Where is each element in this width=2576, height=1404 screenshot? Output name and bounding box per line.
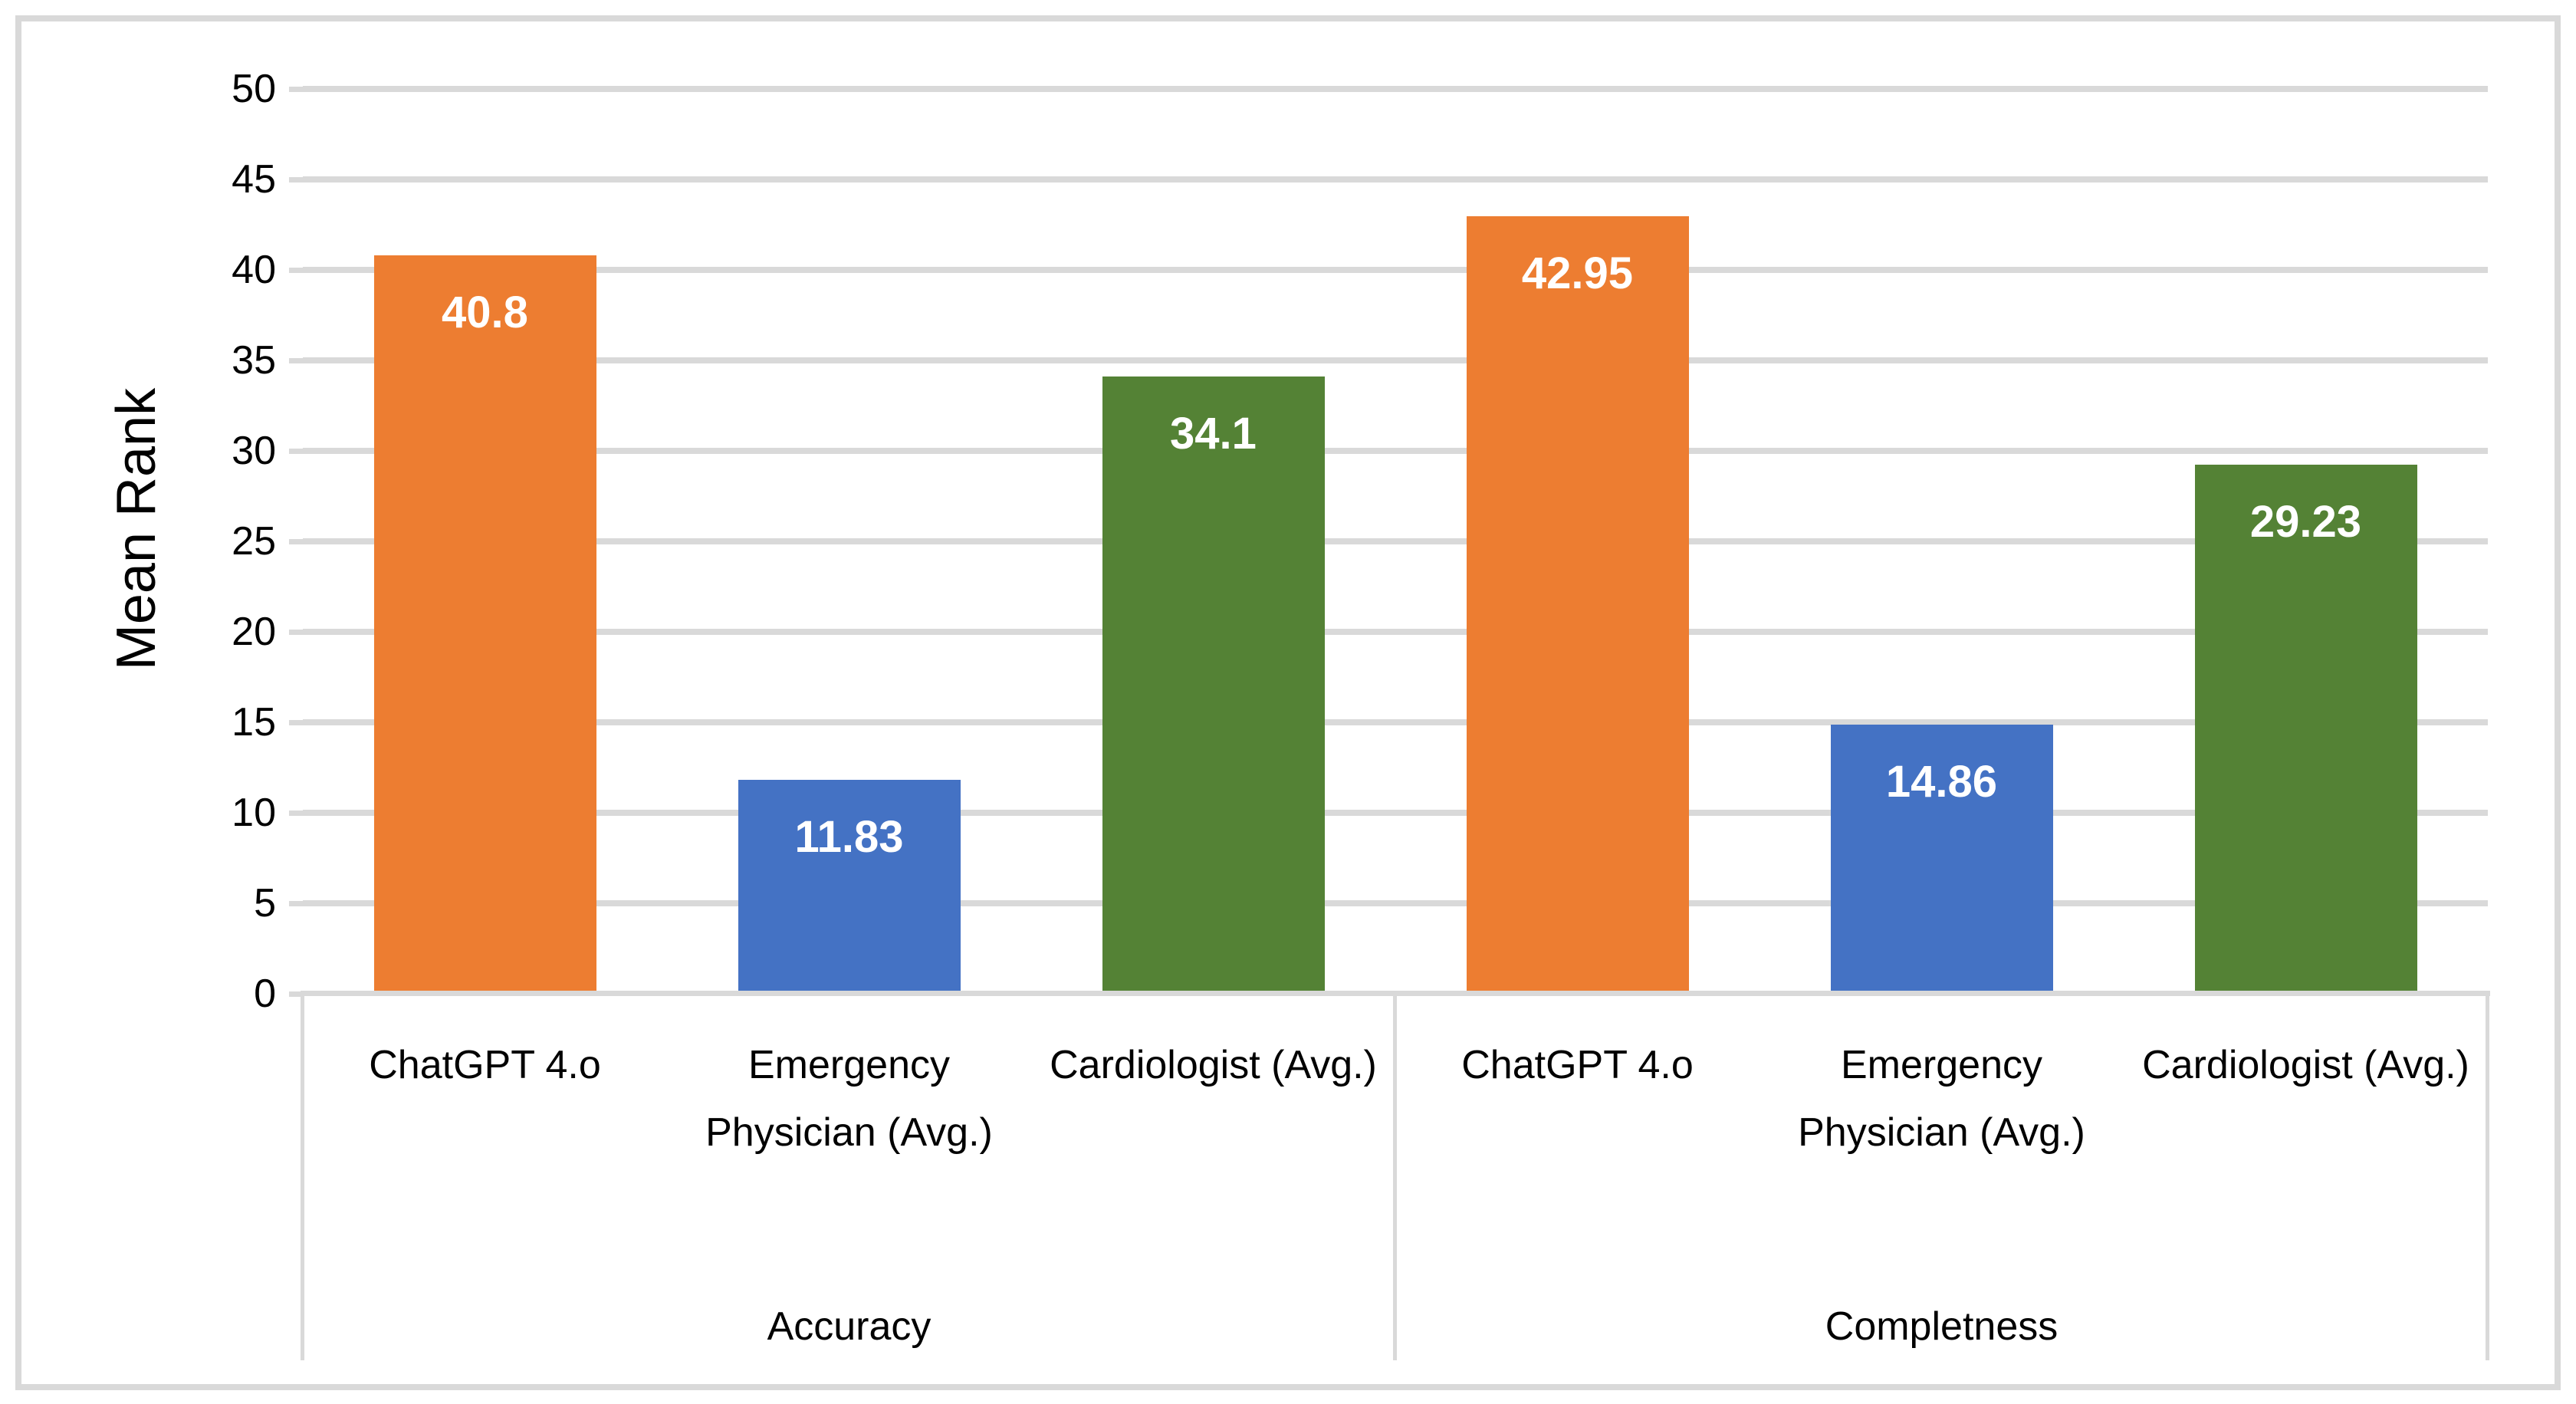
y-tick-mark [289, 811, 303, 816]
gridline [303, 357, 2488, 363]
bar-value-label: 40.8 [442, 288, 528, 338]
y-tick-label: 20 [232, 610, 276, 654]
bar-emergency-physician-avg-completness: 14.86 [1830, 725, 2053, 994]
bar-emergency-physician-avg-accuracy: 11.83 [738, 779, 961, 994]
y-tick-mark [289, 87, 303, 92]
y-tick-mark [289, 268, 303, 273]
gridline [303, 900, 2488, 906]
bar-value-label: 11.83 [794, 811, 904, 862]
y-tick-mark [289, 539, 303, 544]
category-label: Emergency Physician (Avg.) [705, 1043, 993, 1155]
gridline [303, 810, 2488, 816]
y-tick-label: 45 [232, 157, 276, 202]
plot-area: 40.8 11.83 34.1 42.95 14.86 29.23 [303, 86, 2488, 994]
gridline [303, 267, 2488, 273]
y-tick-label: 30 [232, 429, 276, 473]
y-tick-label: 15 [232, 700, 276, 745]
bar-cardiologist-avg-completness: 29.23 [2194, 465, 2417, 994]
y-tick-label: 35 [232, 338, 276, 383]
y-tick-label: 5 [254, 881, 276, 926]
category-label: Cardiologist (Avg.) [1050, 1043, 1377, 1087]
y-tick-mark [289, 177, 303, 182]
category-label: Cardiologist (Avg.) [2142, 1043, 2469, 1087]
bar-chatgpt-4-o-accuracy: 40.8 [373, 255, 596, 994]
y-tick-mark [289, 449, 303, 454]
y-tick-label: 50 [232, 67, 276, 111]
chart-frame [15, 15, 2561, 1390]
gridline [303, 719, 2488, 725]
y-tick-label: 25 [232, 519, 276, 564]
group-label-accuracy: Accuracy [767, 1304, 932, 1349]
y-tick-mark [289, 991, 303, 997]
category-divider [1393, 991, 1397, 1360]
bar-value-label: 14.86 [1885, 757, 1998, 807]
category-label: ChatGPT 4.o [369, 1043, 601, 1087]
category-label: ChatGPT 4.o [1461, 1043, 1694, 1087]
gridline [303, 86, 2488, 92]
bar-chatgpt-4-o-completness: 42.95 [1466, 216, 1689, 994]
group-label-completness: Completness [1825, 1304, 2058, 1349]
y-tick-mark [289, 720, 303, 725]
y-tick-label: 40 [232, 248, 276, 292]
gridline [303, 629, 2488, 635]
y-tick-mark [289, 358, 303, 363]
bar-value-label: 34.1 [1170, 409, 1257, 459]
y-tick-mark [289, 901, 303, 906]
bar-value-label: 29.23 [2249, 497, 2362, 547]
bar-value-label: 42.95 [1521, 248, 1634, 299]
gridline [303, 448, 2488, 454]
y-tick-mark [289, 630, 303, 635]
category-label: Emergency Physician (Avg.) [1798, 1043, 2085, 1155]
bar-cardiologist-avg-accuracy: 34.1 [1102, 376, 1325, 994]
category-divider [2486, 991, 2489, 1360]
y-tick-label: 0 [254, 972, 276, 1016]
y-tick-label: 10 [232, 791, 276, 835]
gridline [303, 538, 2488, 544]
category-divider [301, 991, 304, 1360]
gridline [303, 176, 2488, 182]
